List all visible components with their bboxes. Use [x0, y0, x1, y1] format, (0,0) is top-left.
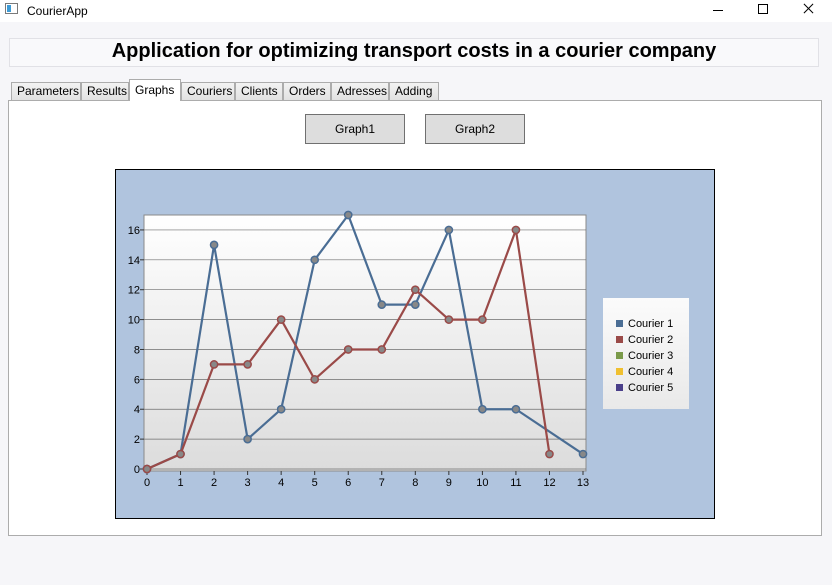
- x-tick-label: 5: [312, 477, 318, 489]
- tab-graphs[interactable]: Graphs: [129, 79, 181, 101]
- x-tick-label: 3: [245, 477, 251, 489]
- legend-label: Courier 3: [628, 350, 674, 362]
- tab-orders[interactable]: Orders: [283, 82, 331, 100]
- y-tick-label: 6: [134, 374, 140, 386]
- legend-item: Courier 1: [616, 316, 673, 332]
- minimize-button[interactable]: [694, 0, 740, 22]
- window-title: CourierApp: [27, 4, 88, 18]
- data-point: [478, 315, 487, 324]
- data-point: [176, 449, 185, 459]
- data-point: [310, 375, 320, 384]
- y-tick-label: 16: [128, 225, 140, 237]
- legend-swatch: [616, 336, 623, 343]
- legend-swatch: [616, 368, 623, 375]
- data-point: [243, 360, 252, 369]
- data-point: [276, 404, 286, 414]
- legend-label: Courier 1: [628, 318, 674, 330]
- app-icon: [5, 3, 18, 14]
- data-point: [377, 345, 387, 354]
- tab-adding[interactable]: Adding: [389, 82, 439, 100]
- x-tick-label: 7: [379, 477, 385, 489]
- data-point: [276, 315, 286, 324]
- data-point: [209, 240, 219, 250]
- x-tick-label: 10: [476, 477, 488, 489]
- header-panel: Application for optimizing transport cos…: [9, 38, 819, 67]
- data-point: [578, 449, 588, 459]
- x-tick-label: 13: [577, 477, 589, 489]
- data-point: [410, 300, 420, 309]
- legend-item: Courier 3: [616, 348, 673, 364]
- x-tick-label: 1: [177, 477, 183, 489]
- x-tick-label: 11: [510, 477, 521, 489]
- tab-couriers[interactable]: Couriers: [181, 82, 235, 100]
- title-bar: CourierApp: [0, 0, 832, 22]
- data-point: [343, 345, 353, 354]
- legend-swatch: [616, 320, 623, 327]
- data-point: [243, 434, 252, 444]
- data-point: [142, 464, 152, 474]
- data-point: [410, 285, 420, 295]
- data-point: [511, 404, 521, 414]
- chart-legend: Courier 1 Courier 2 Courier 3 Courier 4 Cour…: [603, 298, 689, 409]
- page-title: Application for optimizing transport cos…: [111, 40, 717, 62]
- y-tick-label: 0: [134, 464, 140, 476]
- x-tick-label: 8: [412, 477, 418, 489]
- x-tick-label: 6: [345, 477, 351, 489]
- y-tick-label: 10: [128, 315, 140, 327]
- y-tick-label: 2: [134, 434, 140, 446]
- data-point: [310, 255, 320, 265]
- y-tick-label: 4: [134, 404, 140, 416]
- graph1-button[interactable]: Graph1: [305, 114, 405, 144]
- tab-parameters[interactable]: Parameters: [11, 82, 81, 100]
- legend-item: Courier 5: [616, 380, 673, 396]
- legend-item: Courier 2: [616, 332, 673, 348]
- legend-swatch: [616, 384, 623, 391]
- data-point: [377, 300, 387, 309]
- data-point: [343, 210, 353, 220]
- x-tick-label: 4: [278, 477, 284, 489]
- legend-swatch: [616, 352, 623, 359]
- x-tick-label: 2: [211, 477, 217, 489]
- maximize-button[interactable]: [740, 0, 786, 22]
- graph2-button[interactable]: Graph2: [425, 114, 525, 144]
- legend-label: Courier 4: [628, 366, 674, 378]
- close-button[interactable]: [786, 0, 832, 22]
- chart-area: 0 2 4 6 8 10 12 14 16 0 1 2 3 4 5 6 7 8 9 10 11 12 13: [115, 169, 715, 519]
- data-point: [478, 404, 487, 414]
- tab-adresses[interactable]: Adresses: [331, 82, 389, 100]
- tab-clients[interactable]: Clients: [235, 82, 283, 100]
- y-tick-label: 8: [134, 344, 140, 356]
- data-point: [545, 449, 554, 459]
- x-tick-label: 9: [446, 477, 452, 489]
- y-tick-label: 12: [128, 285, 140, 297]
- data-point: [511, 225, 521, 235]
- x-tick-label: 12: [543, 477, 555, 489]
- x-tick-label: 0: [144, 477, 150, 489]
- legend-label: Courier 2: [628, 334, 674, 346]
- data-point: [444, 225, 454, 235]
- legend-item: Courier 4: [616, 364, 673, 380]
- legend-label: Courier 5: [628, 382, 674, 394]
- data-point: [444, 315, 454, 324]
- tab-results[interactable]: Results: [81, 82, 129, 100]
- y-tick-label: 14: [128, 255, 140, 267]
- data-point: [209, 360, 219, 369]
